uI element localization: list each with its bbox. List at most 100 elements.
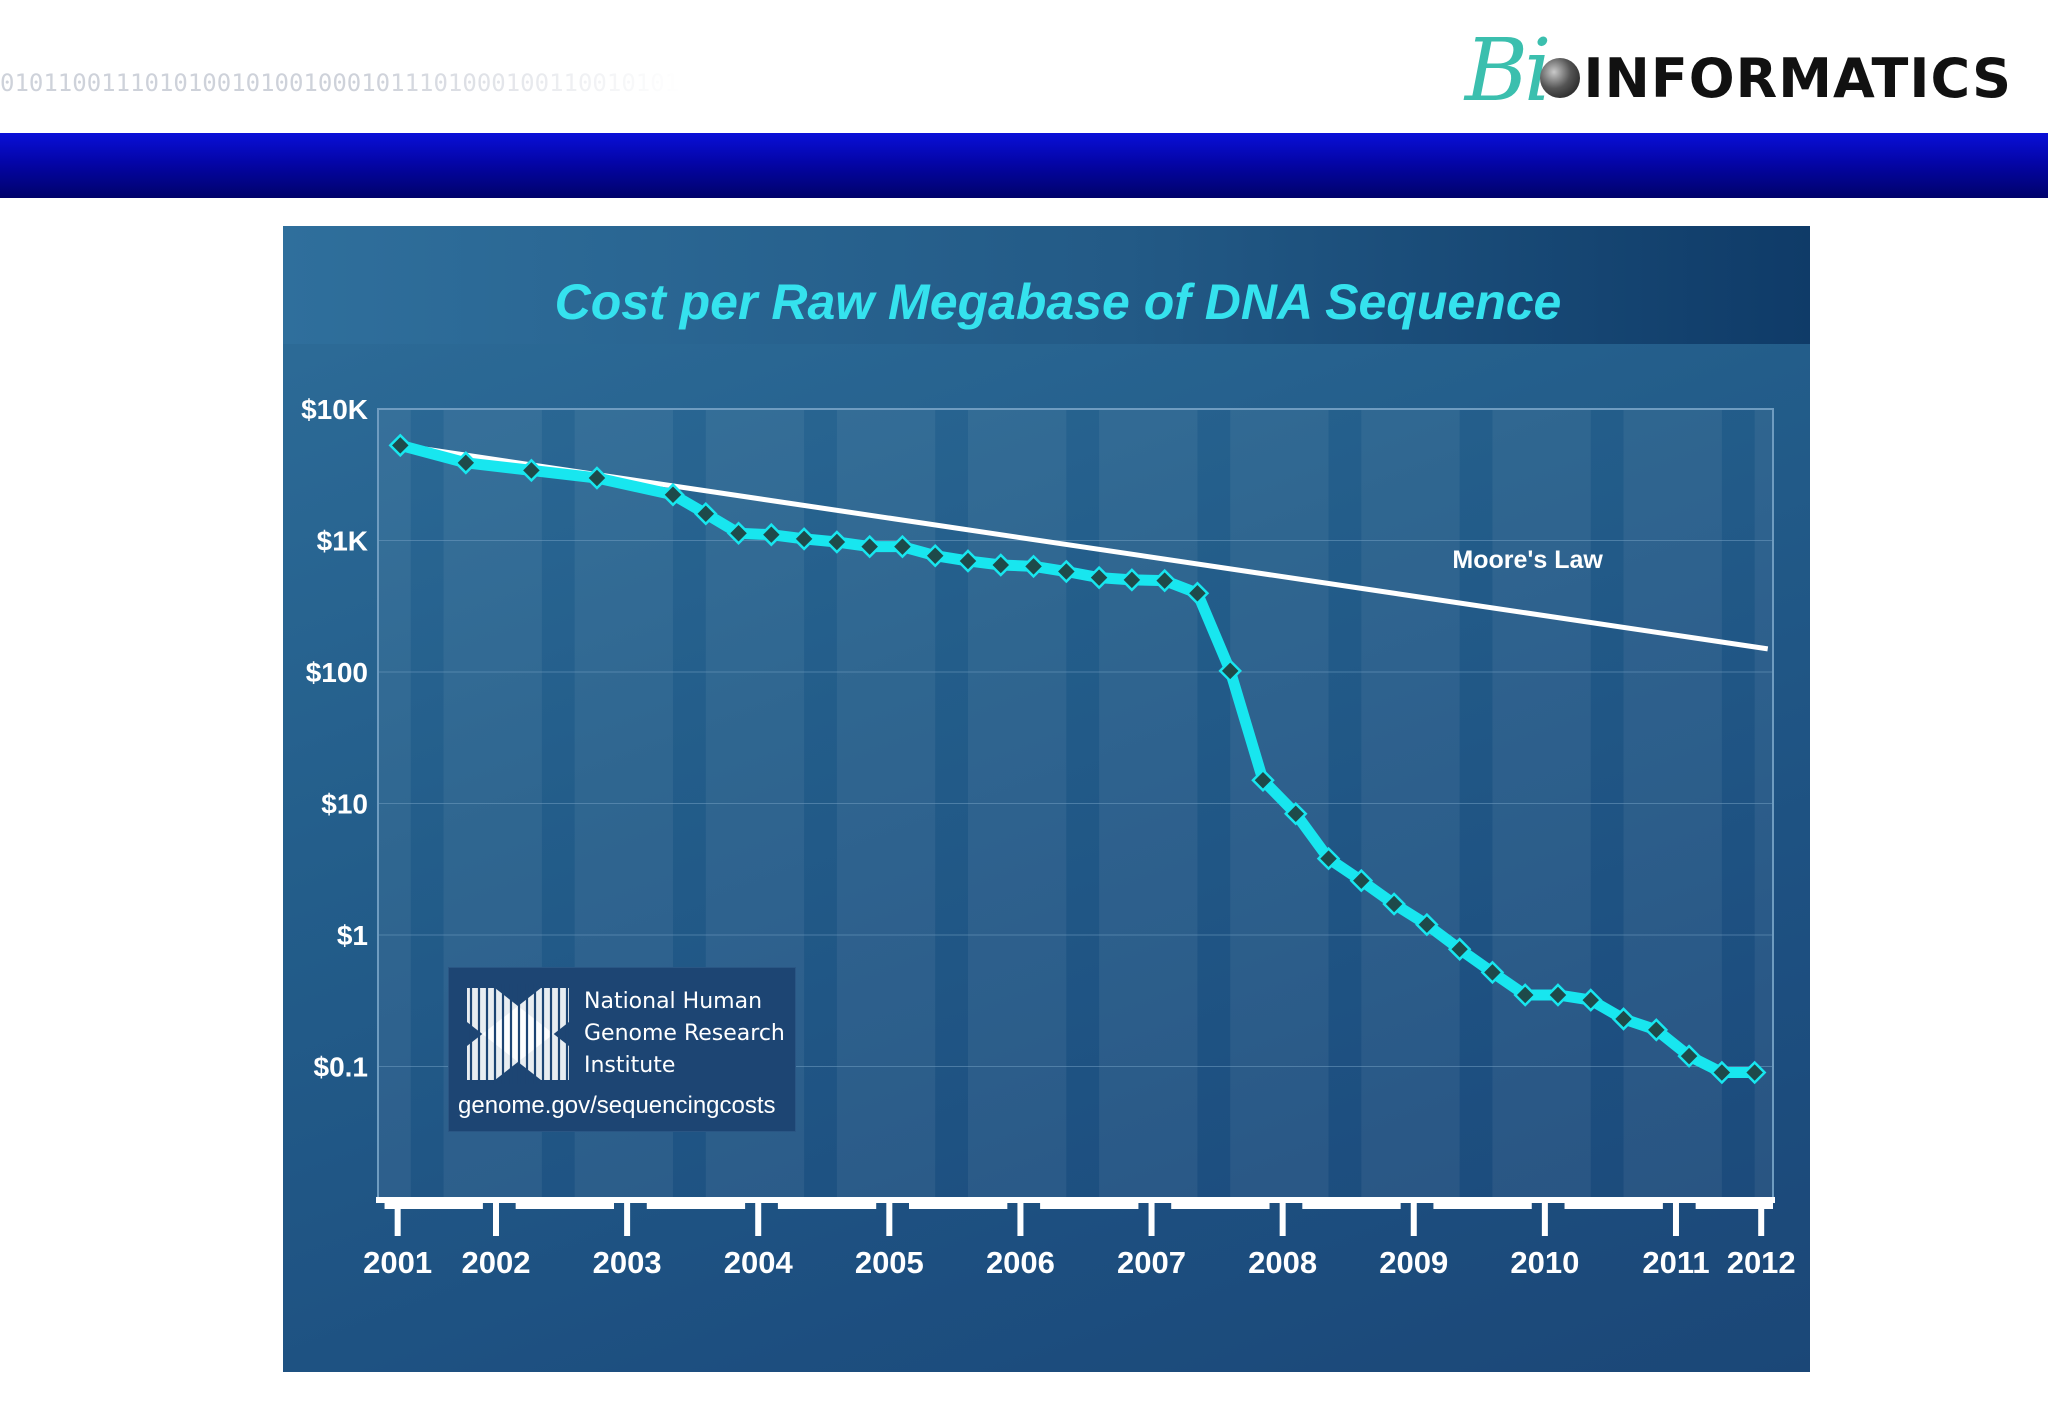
data-point-marker: [759, 522, 784, 547]
data-point-marker: [585, 466, 609, 490]
moores-law-label: Moore's Law: [1452, 546, 1603, 574]
data-point-marker: [1447, 937, 1472, 961]
data-point-marker: [1546, 983, 1570, 1007]
logo-bi-text: Bi: [1464, 21, 1552, 121]
data-point-marker: [890, 534, 915, 559]
x-axis-year-band: [1040, 1197, 1139, 1209]
x-axis-year-band: [1433, 1197, 1532, 1209]
y-tick-label: $10: [321, 789, 368, 820]
x-tick-label: 2002: [462, 1245, 531, 1280]
nhgri-name: National Human Genome Research Institute: [584, 986, 794, 1082]
nhgri-name-line: Genome Research: [584, 1021, 785, 1046]
x-tick: [1279, 1199, 1286, 1236]
x-axis-year-band: [777, 1197, 877, 1209]
data-point-marker: [1513, 983, 1537, 1007]
y-tick-label: $10K: [301, 394, 368, 425]
y-tick-label: $1K: [317, 526, 368, 557]
x-tick: [1541, 1199, 1548, 1236]
x-tick: [886, 1199, 893, 1236]
x-axis-year-band: [384, 1197, 483, 1209]
data-point-marker: [1415, 912, 1439, 937]
data-point-marker: [1152, 568, 1177, 593]
x-axis-year-band: [1302, 1197, 1401, 1209]
data-point-marker: [1054, 559, 1079, 584]
x-axis-year-band: [908, 1197, 1008, 1209]
x-tick-label: 2010: [1510, 1245, 1579, 1280]
data-point-marker: [1120, 568, 1144, 592]
data-point-marker: [923, 543, 947, 568]
binary-pattern-decoration: 0101100111010100101001000101110100010011…: [0, 8, 680, 128]
data-point-marker: [825, 530, 849, 554]
x-axis-year-band: [515, 1197, 614, 1209]
nhgri-url: genome.gov/sequencingcosts: [458, 1092, 776, 1119]
data-point-marker: [388, 433, 413, 458]
x-tick: [755, 1199, 762, 1236]
x-tick-label: 2008: [1248, 1245, 1317, 1280]
x-tick-label: 2011: [1642, 1245, 1709, 1280]
data-point-marker: [1611, 1007, 1636, 1031]
x-tick: [1758, 1199, 1765, 1236]
nhgri-name-line: National Human: [584, 989, 763, 1014]
x-axis-year-band: [1171, 1197, 1270, 1209]
y-tick-label: $1: [337, 920, 368, 951]
nhgri-name-line: Institute: [584, 1053, 676, 1078]
data-point-marker: [1644, 1018, 1669, 1042]
data-point-marker: [1218, 659, 1242, 683]
data-point-marker: [1251, 768, 1275, 792]
x-tick: [1410, 1199, 1417, 1236]
data-point-marker: [1382, 892, 1406, 916]
nhgri-credit-box: National Human Genome Research Institute…: [448, 967, 796, 1132]
x-axis-year-band: [1564, 1197, 1663, 1209]
data-point-marker: [1185, 581, 1210, 606]
data-point-marker: [989, 553, 1013, 577]
y-tick-label: $100: [306, 657, 368, 688]
data-point-marker: [661, 482, 685, 507]
data-point-marker: [1283, 801, 1308, 826]
x-tick-label: 2001: [363, 1245, 432, 1280]
title-band: [283, 226, 1810, 344]
x-axis: 2001 2002 2003 2004 2005 2006 2007 2008 2009 2010…: [363, 1197, 1796, 1280]
data-point-marker: [694, 501, 718, 526]
data-point-marker: [519, 458, 544, 483]
y-axis-labels: $10K $1K $100 $10 $1 $0.1: [301, 394, 368, 1083]
data-point-marker: [792, 527, 816, 551]
data-point-marker: [1316, 846, 1341, 871]
binary-line: 0101100111010100101001000101110100010011…: [0, 69, 680, 97]
data-point-marker: [1480, 960, 1505, 985]
x-tick-label: 2012: [1727, 1245, 1796, 1280]
x-tick: [492, 1199, 499, 1236]
chart-panel: Cost per Raw Megabase of DNA Sequence $1…: [283, 226, 1810, 1372]
data-point-marker: [1677, 1044, 1701, 1068]
header-blue-band: [0, 133, 2048, 198]
x-tick-label: 2005: [855, 1245, 924, 1280]
x-tick-label: 2006: [986, 1245, 1055, 1280]
chart-title: Cost per Raw Megabase of DNA Sequence: [555, 274, 1562, 330]
bioinformatics-logo: Bi INFORMATICS: [1465, 26, 2012, 116]
data-point-marker: [1087, 565, 1111, 590]
series-layer: [388, 433, 1769, 1085]
data-point-marker: [1349, 868, 1374, 893]
x-tick: [394, 1199, 401, 1236]
data-point-marker: [1021, 554, 1046, 579]
x-axis-year-band: [1695, 1197, 1773, 1209]
x-axis-year-band: [646, 1197, 746, 1209]
data-point-marker: [857, 534, 882, 559]
data-point-marker: [1710, 1060, 1734, 1085]
x-tick: [1672, 1199, 1679, 1236]
chart-svg: Cost per Raw Megabase of DNA Sequence $1…: [283, 226, 1810, 1280]
data-point-marker: [726, 521, 751, 546]
x-tick: [624, 1199, 631, 1236]
logo-sphere-icon: [1539, 58, 1580, 98]
x-tick: [1148, 1199, 1155, 1236]
data-point-marker: [956, 549, 980, 573]
y-tick-label: $0.1: [314, 1052, 369, 1083]
nhgri-logo-icon: [467, 984, 569, 1084]
x-tick-label: 2007: [1117, 1245, 1186, 1280]
x-tick-label: 2004: [724, 1245, 794, 1280]
data-point-marker: [1742, 1060, 1767, 1085]
logo-wordmark: INFORMATICS: [1583, 46, 2012, 110]
x-tick-label: 2009: [1379, 1245, 1448, 1280]
data-point-marker: [1578, 988, 1603, 1012]
x-tick: [1017, 1199, 1024, 1236]
x-tick-label: 2003: [593, 1245, 662, 1280]
